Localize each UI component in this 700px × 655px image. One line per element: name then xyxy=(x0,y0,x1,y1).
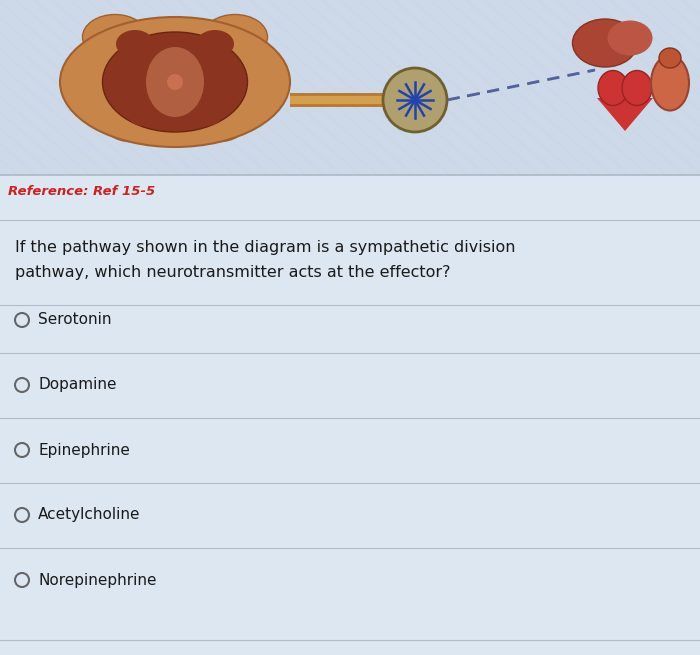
Text: Epinephrine: Epinephrine xyxy=(38,443,130,457)
Ellipse shape xyxy=(192,104,222,126)
Ellipse shape xyxy=(573,19,638,67)
FancyBboxPatch shape xyxy=(0,175,700,655)
Polygon shape xyxy=(597,98,653,131)
Text: Serotonin: Serotonin xyxy=(38,312,111,328)
Circle shape xyxy=(383,68,447,132)
Ellipse shape xyxy=(146,47,204,117)
Text: If the pathway shown in the diagram is a sympathetic division: If the pathway shown in the diagram is a… xyxy=(15,240,515,255)
Ellipse shape xyxy=(128,104,158,126)
Text: Dopamine: Dopamine xyxy=(38,377,116,392)
Ellipse shape xyxy=(651,56,689,111)
Ellipse shape xyxy=(83,14,148,60)
Ellipse shape xyxy=(196,30,234,58)
Ellipse shape xyxy=(202,14,267,60)
Text: Reference: Ref 15-5: Reference: Ref 15-5 xyxy=(8,185,155,198)
Ellipse shape xyxy=(659,48,681,68)
Text: Norepinephrine: Norepinephrine xyxy=(38,572,157,588)
Ellipse shape xyxy=(608,20,652,56)
Ellipse shape xyxy=(105,107,155,141)
Text: Acetylcholine: Acetylcholine xyxy=(38,508,141,523)
Ellipse shape xyxy=(60,17,290,147)
Text: pathway, which neurotransmitter acts at the effector?: pathway, which neurotransmitter acts at … xyxy=(15,265,451,280)
Ellipse shape xyxy=(622,71,652,105)
Ellipse shape xyxy=(116,30,154,58)
Ellipse shape xyxy=(102,32,248,132)
Ellipse shape xyxy=(598,71,628,105)
Circle shape xyxy=(167,74,183,90)
Ellipse shape xyxy=(195,107,245,141)
